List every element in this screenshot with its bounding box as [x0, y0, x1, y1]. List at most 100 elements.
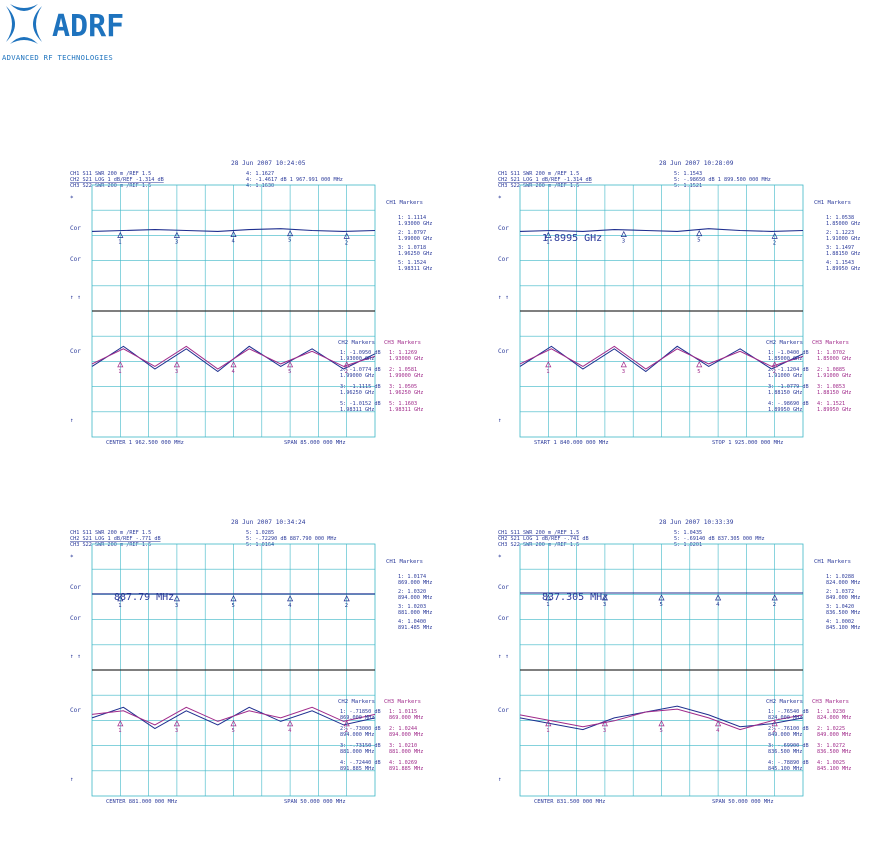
channel-setting: CH2 S21 LOG 1 dB/REF -1.314 dB: [70, 177, 164, 183]
x-axis-right-label: SPAN 50.000 000 MHz: [712, 799, 774, 805]
marker-number: 1: [118, 603, 121, 609]
x-axis-left-label: CENTER 881.000 000 MHz: [106, 799, 177, 805]
ch1-marker-value: 3: 1.0203: [398, 604, 426, 610]
marker-number: 5: [660, 602, 663, 608]
reference-label: ↑ ↑: [498, 294, 509, 301]
ch3-marker-value: 2: 1.0244: [389, 726, 417, 732]
ch2-marker-freq: 849.000 MHz: [768, 732, 802, 738]
active-marker-readout: 5: -.98650 dB 1 899.500 000 MHz: [674, 177, 771, 183]
ch3-marker-value: 3: 1.0505: [389, 384, 417, 390]
ch2-marker-value: 2: -1.1204 dB: [768, 367, 809, 373]
active-marker-readout: 5: -.72290 dB 887.790 000 MHz: [246, 536, 337, 542]
marker-triangle: [715, 594, 722, 601]
marker-number: 3: [622, 369, 625, 375]
ch2-marker-freq: 1.98311 GHz: [340, 407, 374, 413]
ch3-marker-freq: 1.99000 GHz: [389, 373, 423, 379]
ch1-marker-freq: 849.000 MHz: [826, 595, 860, 601]
ch2-marker-value: 3: -1.1115 dB: [340, 384, 381, 390]
plot-svg: 28 Jun 2007 10:34:24 CH1 S11 SWR 200 m /R…: [70, 519, 432, 805]
ch3-markers-title: CH3 Markers: [384, 340, 421, 346]
reference-label: ↑ ↑: [70, 294, 81, 301]
ch3-marker-freq: 824.000 MHz: [817, 715, 851, 721]
ch1-marker-value: 2: 1.0372: [826, 589, 854, 595]
marker-number: 4: [288, 728, 292, 734]
frequency-annotation: 837.305 MHz: [542, 592, 608, 603]
ch1-markers-title: CH1 Markers: [386, 200, 423, 206]
marker-number: 2: [773, 240, 776, 246]
channel-setting: CH1 S11 SWR 200 m /REF 1.5: [498, 171, 579, 177]
network-analyzer-plot-3: 28 Jun 2007 10:34:24 CH1 S11 SWR 200 m /R…: [66, 517, 486, 862]
ch3-marker-value: 3: 1.0272: [817, 743, 845, 749]
marker-triangle: [173, 720, 180, 727]
x-axis-left-label: CENTER 831.500 000 MHz: [534, 799, 605, 805]
ch2-marker-value: 3: -1.0779 dB: [768, 384, 809, 390]
marker-triangle: [230, 361, 237, 368]
ch2-marker-value: 2: -.73000 dB: [340, 726, 381, 732]
ch3-marker-value: 1: 1.0230: [817, 709, 845, 715]
marker-number: 1: [118, 369, 121, 375]
plot-timestamp: 28 Jun 2007 10:34:24: [231, 519, 306, 526]
reference-label: Cor: [70, 348, 81, 355]
ch3-marker-value: 1: 1.1269: [389, 350, 417, 356]
marker-triangle: [117, 231, 124, 238]
reference-label: ↑ ↑: [70, 653, 81, 660]
marker-triangle: [287, 361, 294, 368]
ch1-markers-title: CH1 Markers: [814, 200, 851, 206]
ch1-marker-freq: 845.100 MHz: [826, 625, 860, 631]
marker-triangle: [287, 720, 294, 727]
marker-triangle: [658, 594, 665, 601]
ch2-marker-freq: 1.89950 GHz: [768, 407, 802, 413]
active-marker-readout: 5: 1.1521: [674, 183, 702, 189]
ch1-marker-value: 1: 1.0174: [398, 574, 426, 580]
marker-triangle: [545, 720, 552, 727]
ch2-marker-value: 3: -.69900 dB: [768, 743, 809, 749]
ch3-marker-value: 3: 1.0853: [817, 384, 845, 390]
ch2-marker-freq: 891.885 MHz: [340, 766, 374, 772]
active-marker-readout: 5: 1.0164: [246, 542, 274, 548]
ch2-markers-title: CH2 Markers: [766, 340, 803, 346]
ch1-marker-freq: 1.98311 GHz: [398, 266, 432, 272]
marker-triangle: [117, 595, 124, 602]
reference-label: *: [498, 195, 502, 202]
marker-number: 3: [603, 728, 606, 734]
marker-triangle: [230, 230, 237, 237]
marker-triangle: [715, 720, 722, 727]
marker-number: 5: [232, 728, 235, 734]
ch3-marker-freq: 1.96250 GHz: [389, 390, 423, 396]
ch1-trace: [519, 228, 804, 232]
marker-number: 3: [175, 369, 178, 375]
ch2-marker-value: 1: -.76540 dB: [768, 709, 809, 715]
marker-number: 1: [546, 602, 549, 608]
marker-triangle: [545, 231, 552, 238]
logo-wordmark: ADRF: [52, 9, 124, 44]
ch1-marker-value: 3: 1.0420: [826, 604, 854, 610]
plot-svg: 28 Jun 2007 10:28:09 CH1 S11 SWR 200 m /R…: [498, 160, 860, 446]
ch2-marker-value: 1: -1.0400 dB: [768, 350, 809, 356]
ch1-marker-value: 1: 1.0538: [826, 215, 854, 221]
ch3-marker-freq: 894.000 MHz: [389, 732, 423, 738]
active-marker-readout: 4: -1.4617 dB 1 967.991 000 MHz: [246, 177, 343, 183]
marker-triangle: [696, 361, 703, 368]
marker-number: 1: [546, 728, 549, 734]
ch1-marker-freq: 824.000 MHz: [826, 580, 860, 586]
ch1-trace: [91, 228, 376, 232]
ch3-marker-value: 1: 1.0702: [817, 350, 845, 356]
marker-number: 4: [716, 602, 720, 608]
ch3-marker-freq: 1.88150 GHz: [817, 390, 851, 396]
marker-number: 1: [546, 239, 549, 245]
marker-number: 1: [546, 369, 549, 375]
marker-number: 5: [660, 728, 663, 734]
marker-triangle: [771, 594, 778, 601]
ch2-marker-value: 2: -.76100 dB: [768, 726, 809, 732]
network-analyzer-plot-4: 28 Jun 2007 10:33:39 CH1 S11 SWR 200 m /R…: [494, 517, 880, 862]
ch2-marker-freq: 1.93000 GHz: [340, 356, 374, 362]
marker-number: 1: [118, 728, 121, 734]
ch2-marker-value: 2: -1.0774 dB: [340, 367, 381, 373]
reference-label: *: [498, 554, 502, 561]
ch2-marker-value: 1: -1.0950 dB: [340, 350, 381, 356]
active-marker-readout: 4: 1.1627: [246, 171, 274, 177]
ch3-marker-value: 2: 1.0885: [817, 367, 845, 373]
ch1-marker-freq: 1.96250 GHz: [398, 251, 432, 257]
ch2-marker-freq: 894.000 MHz: [340, 732, 374, 738]
ch3-marker-value: 4: 1.0025: [817, 760, 845, 766]
